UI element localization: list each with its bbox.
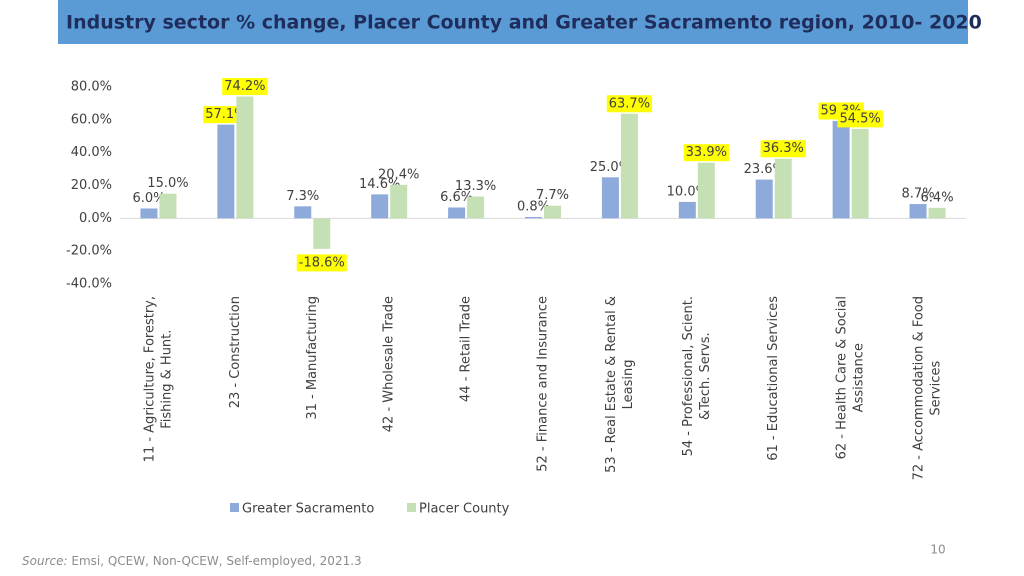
data-label: 57.1% — [205, 107, 246, 122]
x-tick-label: 72 - Accommodation & Food — [912, 296, 927, 480]
legend-label: Greater Sacramento — [242, 502, 374, 517]
y-tick-label: 80.0% — [71, 80, 112, 95]
data-label: 7.7% — [536, 188, 569, 203]
x-tick-label: Services — [929, 361, 944, 416]
bar — [544, 205, 561, 219]
data-label: 13.3% — [455, 179, 496, 194]
y-tick-label: 20.0% — [71, 178, 112, 193]
bar — [909, 204, 927, 219]
data-label: 25.0% — [590, 160, 631, 175]
bar — [697, 162, 715, 219]
y-tick-label: 40.0% — [71, 145, 112, 160]
bar — [236, 96, 254, 219]
label-highlight — [222, 78, 268, 96]
bar — [774, 158, 792, 219]
bar — [467, 196, 485, 219]
source-text: Emsi, QCEW, Non-QCEW, Self-employed, 202… — [71, 554, 361, 568]
y-tick-label: -40.0% — [66, 277, 112, 292]
bar — [928, 207, 946, 219]
x-tick-label: 31 - Manufacturing — [305, 296, 320, 420]
data-label: 54.5% — [839, 111, 880, 126]
data-label: 14.6% — [359, 177, 400, 192]
bar — [294, 206, 312, 219]
x-tick-label: Fishing & Hunt. — [159, 330, 174, 429]
bar — [601, 177, 619, 219]
bar — [217, 124, 235, 219]
x-tick-label: 53 - Real Estate & Rental & — [604, 296, 619, 473]
x-tick-label: &Tech. Servs. — [698, 332, 713, 420]
x-tick-label: 44 - Retail Trade — [459, 296, 474, 402]
source: Source: Emsi, QCEW, Non-QCEW, Self-emplo… — [22, 554, 362, 568]
data-label: 33.9% — [686, 145, 727, 160]
data-label: 6.4% — [921, 190, 954, 205]
data-label: 7.3% — [286, 189, 319, 204]
label-highlight — [606, 95, 653, 113]
chart-title: Industry sector % change, Placer County … — [66, 12, 982, 34]
label-highlight — [760, 140, 806, 158]
x-tick-label: 52 - Finance and Insurance — [536, 296, 551, 472]
y-tick-label: 60.0% — [71, 112, 112, 127]
source-label: Source: — [22, 554, 68, 568]
legend-swatch — [407, 503, 416, 512]
bar — [159, 193, 177, 219]
x-tick-label: 54 - Professional, Scient. — [681, 296, 696, 456]
x-tick-label: 62 - Health Care & Social — [835, 296, 850, 459]
label-highlight — [296, 254, 347, 272]
x-tick-label: 23 - Construction — [228, 296, 243, 408]
x-tick-label: Leasing — [621, 359, 636, 409]
title-bar — [58, 0, 968, 44]
data-label: 6.6% — [440, 190, 473, 205]
bar — [755, 179, 773, 219]
bar — [371, 194, 389, 219]
data-label: 23.6% — [744, 162, 785, 177]
bar — [448, 207, 466, 219]
bar — [851, 128, 869, 219]
bar — [140, 208, 158, 219]
bar — [313, 218, 331, 249]
x-tick-label: 11 - Agriculture, Forestry, — [142, 296, 157, 462]
label-highlight — [837, 110, 883, 128]
x-tick-label: 42 - Wholesale Trade — [382, 296, 397, 432]
data-label: 36.3% — [763, 141, 804, 156]
data-label: -18.6% — [299, 255, 345, 270]
bar — [620, 113, 638, 219]
data-label: 8.7% — [902, 187, 935, 202]
y-tick-label: 0.0% — [79, 211, 112, 226]
legend-swatch — [230, 503, 239, 512]
data-label: 0.8% — [517, 200, 550, 215]
legend-label: Placer County — [419, 502, 510, 517]
bar — [390, 184, 408, 219]
bar — [678, 201, 696, 219]
data-label: 74.2% — [224, 79, 265, 94]
x-tick-label: Assistance — [852, 343, 867, 412]
bar — [832, 120, 850, 219]
data-label: 63.7% — [609, 96, 650, 111]
y-tick-label: -20.0% — [66, 244, 112, 259]
data-label: 6.0% — [132, 191, 165, 206]
bar — [525, 217, 542, 219]
page-number: 10 — [930, 543, 945, 557]
label-highlight — [683, 144, 729, 162]
data-label: 15.0% — [147, 176, 188, 191]
data-label: 10.0% — [667, 184, 708, 199]
x-tick-label: 61 - Educational Services — [766, 296, 781, 461]
data-label: 20.4% — [378, 167, 419, 182]
